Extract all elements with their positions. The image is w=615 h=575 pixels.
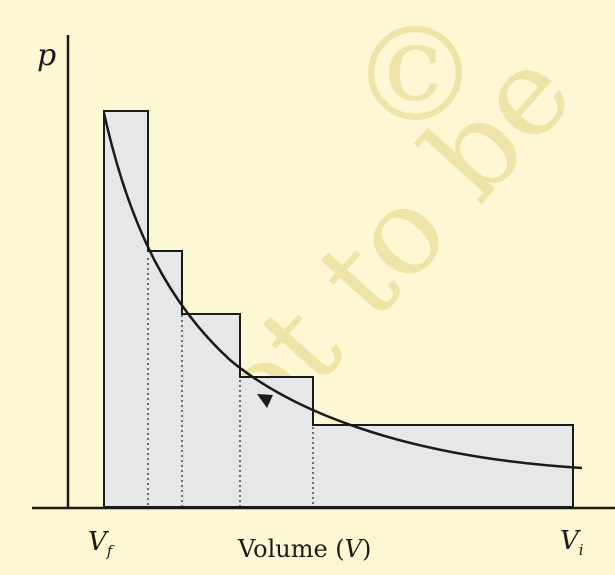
stepped-area (103, 110, 574, 508)
direction-arrow (257, 394, 273, 408)
isothermal-curve (102, 112, 583, 470)
dotted-lines (147, 258, 314, 507)
v-final-label: Vf (88, 527, 115, 560)
x-axis-label: Volume (V) (237, 535, 371, 563)
v-initial-label: Vi (560, 526, 584, 559)
watermark-copyright-symbol: © (350, 0, 480, 151)
y-axis-label: p (37, 38, 56, 73)
